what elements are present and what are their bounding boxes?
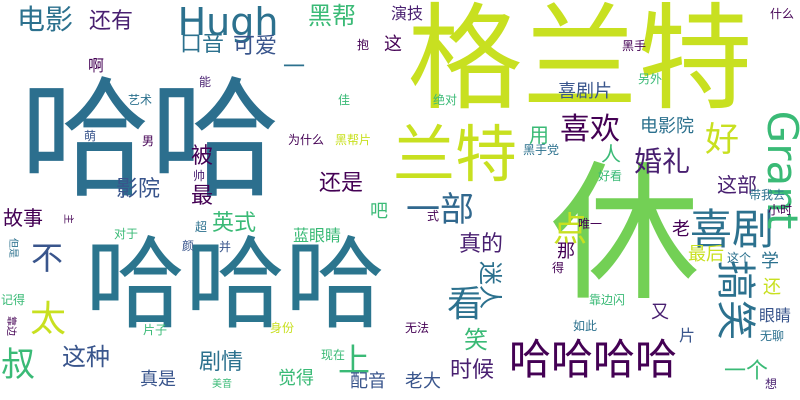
cloud-word: 哈哈 <box>19 64 281 216</box>
cloud-word: 看 <box>446 284 484 325</box>
cloud-word: 并 <box>218 240 232 254</box>
cloud-word: 抱 <box>356 38 370 52</box>
cloud-word: 喜剧 <box>689 205 775 254</box>
cloud-word: 身份 <box>269 321 295 335</box>
cloud-word: 觉得 <box>278 368 314 389</box>
cloud-word: 还是 <box>318 171 364 196</box>
cloud-word: 哈哈哈哈 <box>508 335 678 384</box>
cloud-word: 口音 <box>179 32 225 57</box>
cloud-word: 萌 <box>83 129 97 143</box>
cloud-word: 这个 <box>726 251 752 265</box>
cloud-word: 那 <box>557 241 575 262</box>
cloud-word: 电影 <box>16 3 74 36</box>
cloud-word: 可爱 <box>232 34 278 59</box>
cloud-word: 太 <box>29 299 67 340</box>
cloud-word: 最后 <box>688 244 724 265</box>
cloud-word: 英式 <box>211 211 257 236</box>
cloud-word: 佳 <box>337 93 351 107</box>
cloud-word: 片子 <box>142 323 168 337</box>
cloud-word: 哈哈哈 <box>85 226 385 343</box>
cloud-word: 美音 <box>212 379 232 390</box>
cloud-word: 格兰特 <box>407 0 753 127</box>
cloud-word: 靠边 <box>5 316 16 336</box>
cloud-word: 还有 <box>88 9 134 34</box>
cloud-word: 靠边闪 <box>588 293 626 307</box>
cloud-word: 如此 <box>572 319 598 333</box>
cloud-word: 带我去 <box>748 188 786 202</box>
cloud-word: 无聊 <box>759 329 785 343</box>
cloud-word: 超 <box>194 220 208 234</box>
cloud-word: 这种 <box>62 343 110 371</box>
cloud-word: 眼睛 <box>758 306 792 325</box>
cloud-word: 对于 <box>113 227 139 241</box>
cloud-word: 笑 <box>464 326 488 354</box>
cloud-word: 迷人 <box>476 261 504 309</box>
cloud-word: 能 <box>198 75 212 89</box>
cloud-word: 吧 <box>370 201 388 222</box>
cloud-word: 故事 <box>3 206 43 230</box>
cloud-word: 演技 <box>390 4 424 23</box>
cloud-word: 上 <box>337 341 371 379</box>
cloud-word: 艺术 <box>127 93 153 107</box>
cloud-word: 用 <box>529 123 549 147</box>
cloud-word: 绝对 <box>432 93 458 107</box>
cloud-word: 记得 <box>0 293 26 307</box>
cloud-word: 老 <box>672 219 690 240</box>
cloud-word: 好看 <box>597 169 623 183</box>
cloud-word: 人 <box>601 142 621 166</box>
cloud-word: 一 <box>282 55 306 80</box>
cloud-word: 又 <box>651 302 669 323</box>
cloud-word: 黑手 <box>621 39 647 53</box>
cloud-word: 真是 <box>140 369 176 390</box>
cloud-word: 不 <box>30 239 64 277</box>
cloud-word: 黑手党 <box>522 143 560 157</box>
cloud-word: 帅 <box>192 169 206 183</box>
cloud-word: 喜剧片 <box>558 81 612 102</box>
cloud-word: 最 <box>190 184 214 209</box>
cloud-word: 电影院 <box>640 116 694 137</box>
cloud-word: 但是 <box>7 238 18 258</box>
cloud-word: 被 <box>190 144 214 169</box>
cloud-word: 剧情 <box>198 350 244 375</box>
cloud-word: 真的 <box>458 232 504 257</box>
cloud-word: 无法 <box>404 321 430 335</box>
cloud-word: 黑帮 <box>308 2 356 30</box>
cloud-word: 另外 <box>637 72 663 86</box>
cloud-word: 男 <box>141 134 155 148</box>
cloud-word: 蓝眼睛 <box>292 226 342 245</box>
cloud-word: 小时 <box>767 203 793 217</box>
cloud-word: 点 <box>553 210 587 250</box>
cloud-word: 叔 <box>1 345 35 385</box>
cloud-word: 得 <box>551 261 565 275</box>
cloud-word: 片 <box>678 326 696 345</box>
cloud-word: 婚礼 <box>633 145 691 178</box>
cloud-word: 什么 <box>769 7 795 21</box>
cloud-word: 唯一 <box>577 217 603 231</box>
cloud-word: 一个 <box>723 359 769 384</box>
cloud-word: 想 <box>764 377 778 391</box>
cloud-word: 啊 <box>87 56 105 75</box>
cloud-word: 式 <box>426 209 440 223</box>
cloud-word: 喜欢 <box>560 112 620 147</box>
cloud-word: 好 <box>705 120 739 160</box>
cloud-word: 这 <box>384 34 402 55</box>
cloud-word: 老大 <box>405 371 441 392</box>
cloud-word: 现在 <box>320 348 346 362</box>
cloud-word: 学 <box>761 251 779 272</box>
cloud-word: 时候 <box>449 358 495 383</box>
cloud-word: 影院 <box>115 177 161 202</box>
cloud-word: 休 <box>549 148 701 322</box>
cloud-word: 搞笑 <box>712 260 758 340</box>
cloud-word: 配音 <box>350 371 386 392</box>
cloud-word: Hugh <box>177 0 279 44</box>
cloud-word: 主 <box>62 214 73 224</box>
cloud-word: 还 <box>763 277 781 298</box>
cloud-word: 一部 <box>406 190 474 230</box>
cloud-word: 这部 <box>717 173 757 197</box>
cloud-word: 颜 <box>181 239 195 253</box>
cloud-word: 为什么 <box>287 133 325 147</box>
cloud-word: 兰特 <box>392 118 518 191</box>
cloud-word: 黑帮片 <box>334 133 372 147</box>
